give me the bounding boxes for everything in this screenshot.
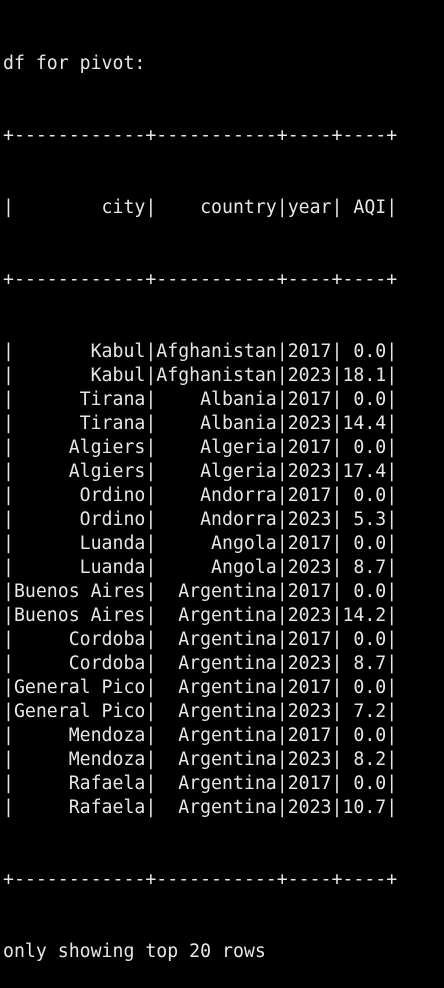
output-header: df for pivot: <box>3 53 146 74</box>
table-row: | Rafaela| Argentina|2023|10.7| <box>3 797 398 818</box>
table-row: | Tirana| Albania|2023|14.4| <box>3 413 398 434</box>
table-row: | Luanda| Angola|2023| 8.7| <box>3 557 398 578</box>
table-row: |Buenos Aires| Argentina|2023|14.2| <box>3 605 398 626</box>
table-border-top: +------------+-----------+----+----+ <box>3 125 398 146</box>
table-row: | Cordoba| Argentina|2017| 0.0| <box>3 629 398 650</box>
table-row: | Algiers| Algeria|2023|17.4| <box>3 461 398 482</box>
table-row: | Mendoza| Argentina|2023| 8.2| <box>3 749 398 770</box>
table-border-header: +------------+-----------+----+----+ <box>3 269 398 290</box>
table-row: | Luanda| Angola|2017| 0.0| <box>3 533 398 554</box>
table-row: | Kabul|Afghanistan|2017| 0.0| <box>3 341 398 362</box>
table-row: |Buenos Aires| Argentina|2017| 0.0| <box>3 581 398 602</box>
output-footer: only showing top 20 rows <box>3 941 266 962</box>
table-row: | Kabul|Afghanistan|2023|18.1| <box>3 365 398 386</box>
table-row: | Cordoba| Argentina|2023| 8.7| <box>3 653 398 674</box>
table-column-header: | city| country|year| AQI| <box>3 197 398 218</box>
table-row: | Rafaela| Argentina|2017| 0.0| <box>3 773 398 794</box>
table-row: | Tirana| Albania|2017| 0.0| <box>3 389 398 410</box>
table-row: | Mendoza| Argentina|2017| 0.0| <box>3 725 398 746</box>
table-body: | Kabul|Afghanistan|2017| 0.0| | Kabul|Af… <box>3 340 443 820</box>
table-row: | Ordino| Andorra|2017| 0.0| <box>3 485 398 506</box>
table-border-bottom: +------------+-----------+----+----+ <box>3 869 398 890</box>
table-row: | Ordino| Andorra|2023| 5.3| <box>3 509 398 530</box>
table-row: | Algiers| Algeria|2017| 0.0| <box>3 437 398 458</box>
terminal-output[interactable]: df for pivot: +------------+-----------+… <box>3 4 443 988</box>
table-row: |General Pico| Argentina|2017| 0.0| <box>3 677 398 698</box>
table-row: |General Pico| Argentina|2023| 7.2| <box>3 701 398 722</box>
